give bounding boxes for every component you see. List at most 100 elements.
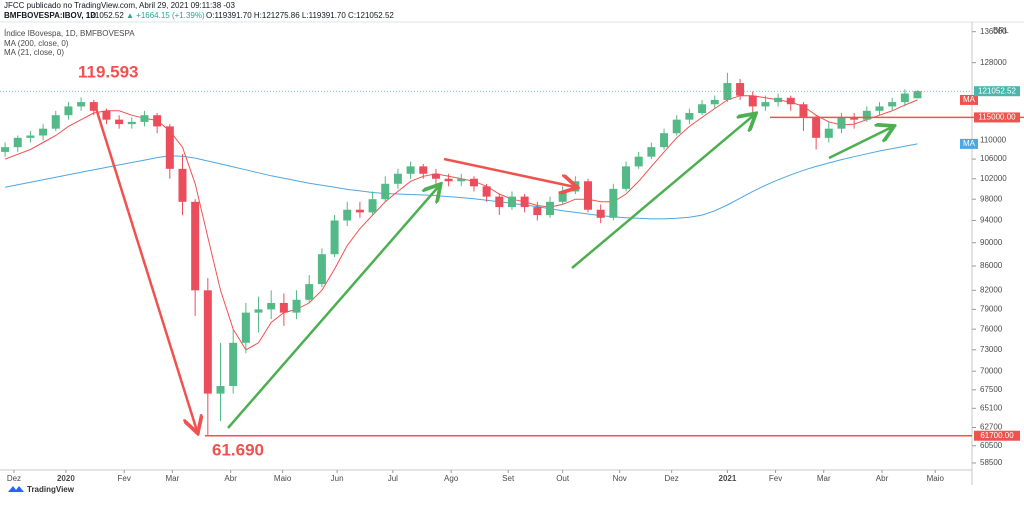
candle-body	[355, 209, 364, 213]
price-badge	[974, 430, 1020, 441]
publisher: JFCC publicado no TradingView.com, Abril…	[4, 1, 236, 10]
candle-body	[127, 121, 136, 125]
y-tick-label: 136000	[980, 27, 1007, 36]
y-tick-label: 110000	[980, 135, 1007, 144]
candle-body	[406, 166, 415, 174]
candle-body	[64, 106, 73, 116]
candle-body	[723, 83, 732, 100]
x-tick-label: Abr	[224, 474, 237, 483]
candle-body	[381, 183, 390, 200]
candle-body	[89, 102, 98, 111]
candle-body	[153, 115, 162, 127]
y-tick-label: 82000	[980, 285, 1003, 294]
ma-badge-label: MA	[963, 139, 976, 148]
candle-body	[330, 220, 339, 255]
x-tick-label: Dez	[665, 474, 679, 483]
candle-body	[837, 117, 846, 129]
candle-body	[102, 110, 111, 120]
candle-body	[216, 386, 225, 394]
x-tick-label: 2021	[719, 474, 737, 483]
price-badge-label: 61700.00	[980, 431, 1014, 440]
x-tick-label: Nov	[613, 474, 627, 483]
x-tick-label: Mar	[817, 474, 831, 483]
x-tick-label: Ago	[444, 474, 459, 483]
x-tick-label: Jun	[331, 474, 344, 483]
candle-body	[51, 115, 60, 129]
footer: TradingView	[27, 485, 75, 494]
candle-body	[507, 196, 516, 208]
candle-body	[482, 186, 491, 197]
candle-body	[165, 126, 174, 169]
x-tick-label: Maio	[927, 474, 945, 483]
candle-body	[710, 99, 719, 105]
candle-body	[533, 207, 542, 216]
candle-body	[115, 119, 124, 125]
last-price-badge	[974, 86, 1020, 97]
annotation: 119.593	[78, 62, 139, 81]
arrow	[571, 115, 754, 269]
candle-body	[900, 93, 909, 103]
y-tick-label: 94000	[980, 216, 1003, 225]
candle-body	[191, 201, 200, 291]
ohlc: O:119391.70 H:121275.86 L:119391.70 C:12…	[206, 11, 394, 20]
candle-body	[647, 147, 656, 157]
candle-body	[799, 104, 808, 118]
ma-badge-label: MA	[963, 95, 976, 104]
y-tick-label: 70000	[980, 366, 1003, 375]
candle-body	[317, 254, 326, 285]
x-tick-label: Abr	[876, 474, 889, 483]
legend-entry: MA (200, close, 0)	[4, 39, 69, 48]
candle-body	[393, 173, 402, 184]
x-tick-label: Set	[502, 474, 515, 483]
arrow	[828, 127, 892, 160]
candle-body	[685, 112, 694, 120]
candle-body	[761, 102, 770, 107]
candle-body	[888, 102, 897, 107]
candle-body	[812, 117, 821, 138]
y-tick-label: 79000	[980, 304, 1003, 313]
candle-body	[634, 156, 643, 167]
candle-body	[444, 178, 453, 182]
candle-body	[26, 135, 35, 138]
candle-body	[279, 302, 288, 313]
candle-body	[457, 178, 466, 182]
candle-body	[343, 209, 352, 221]
y-tick-label: 128000	[980, 58, 1007, 67]
candle-body	[660, 133, 669, 148]
price-badge	[974, 112, 1020, 123]
candle-body	[178, 168, 187, 202]
candle-body	[850, 117, 859, 120]
candle-body	[419, 166, 428, 174]
y-tick-label: 65100	[980, 403, 1003, 412]
symbol: BMFBOVESPA:IBOV, 1D	[4, 11, 96, 20]
candle-body	[875, 106, 884, 111]
y-tick-label: 58500	[980, 458, 1003, 467]
y-tick-label: 67500	[980, 385, 1003, 394]
candle-body	[13, 137, 22, 148]
candle-body	[609, 188, 618, 218]
candle-body	[596, 209, 605, 218]
candle-body	[672, 119, 681, 134]
candle-body	[913, 91, 922, 99]
candle-body	[305, 284, 314, 300]
candle-body	[292, 299, 301, 313]
candle-body	[1, 147, 10, 152]
candle-body	[254, 309, 263, 313]
y-tick-label: 73000	[980, 345, 1003, 354]
x-tick-label: Dez	[7, 474, 21, 483]
arrow	[93, 104, 197, 431]
y-tick-label: 90000	[980, 238, 1003, 247]
ma-badge	[960, 94, 978, 105]
y-tick-label: 102000	[980, 174, 1007, 183]
currency: BRL	[993, 26, 1009, 35]
y-tick-label: 98000	[980, 194, 1003, 203]
y-tick-label: 60500	[980, 441, 1003, 450]
ma-badge	[960, 138, 978, 149]
candle-body	[786, 97, 795, 105]
ma-line	[5, 143, 918, 220]
y-tick-label: 76000	[980, 324, 1003, 333]
x-tick-label: Fev	[769, 474, 782, 483]
x-tick-label: Mar	[165, 474, 179, 483]
logo	[8, 486, 24, 492]
